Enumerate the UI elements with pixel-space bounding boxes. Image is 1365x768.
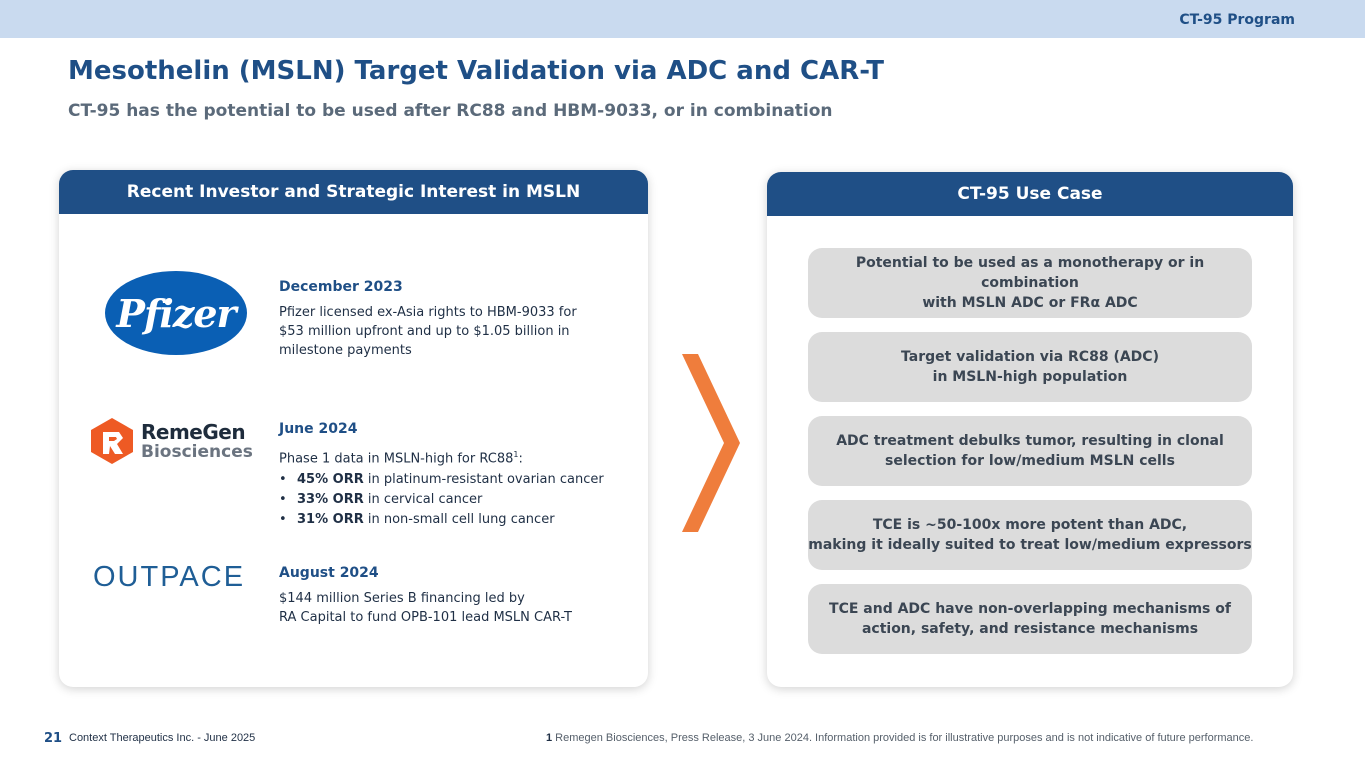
entry-text: Pfizer licensed ex-Asia rights to HBM-90… xyxy=(279,305,577,358)
page-title: Mesothelin (MSLN) Target Validation via … xyxy=(68,56,884,86)
use-case-item: ADC treatment debulks tumor, resulting i… xyxy=(808,416,1252,486)
program-tag: CT-95 Program xyxy=(1179,12,1295,28)
use-case-item: TCE is ~50-100x more potent than ADC, ma… xyxy=(808,500,1252,570)
use-case-item: TCE and ADC have non-overlapping mechani… xyxy=(808,584,1252,654)
page-subtitle: CT-95 has the potential to be used after… xyxy=(68,101,833,121)
use-case-item: Target validation via RC88 (ADC) in MSLN… xyxy=(808,332,1252,402)
chevron-right-icon xyxy=(682,354,740,532)
entry-date: December 2023 xyxy=(279,279,403,295)
list-item: 45% ORR in platinum-resistant ovarian ca… xyxy=(279,470,619,490)
use-case-item: Potential to be used as a monotherapy or… xyxy=(808,248,1252,318)
entry-date: June 2024 xyxy=(279,421,358,437)
footnote-text: Remegen Biosciences, Press Release, 3 Ju… xyxy=(552,732,1254,744)
pfizer-logo-text: Pfizer xyxy=(116,290,236,336)
remegen-logo: RemeGen Biosciences xyxy=(89,416,259,468)
remegen-mark-icon xyxy=(91,418,133,464)
list-item: 31% ORR in non-small cell lung cancer xyxy=(279,510,619,530)
investor-interest-header: Recent Investor and Strategic Interest i… xyxy=(59,170,648,214)
entry-date: August 2024 xyxy=(279,565,379,581)
top-banner: CT-95 Program xyxy=(0,0,1365,38)
use-case-card: CT-95 Use Case Potential to be used as a… xyxy=(767,172,1293,687)
pfizer-entry: December 2023 Pfizer licensed ex-Asia ri… xyxy=(279,278,619,360)
entry-text: $144 million Series B financing led by R… xyxy=(279,591,572,625)
page-number: 21 xyxy=(44,731,63,746)
remegen-logo-sub: Biosciences xyxy=(141,442,253,462)
remegen-entry: June 2024 Phase 1 data in MSLN-high for … xyxy=(279,420,619,530)
use-case-header: CT-95 Use Case xyxy=(767,172,1293,216)
outpace-entry: August 2024 $144 million Series B financ… xyxy=(279,564,619,627)
pfizer-logo: Pfizer xyxy=(105,271,247,355)
remegen-logo-name: RemeGen xyxy=(141,420,246,444)
investor-interest-card: Recent Investor and Strategic Interest i… xyxy=(59,170,648,687)
list-item: 33% ORR in cervical cancer xyxy=(279,490,619,510)
orr-bullet-list: 45% ORR in platinum-resistant ovarian ca… xyxy=(279,470,619,530)
entry-text: Phase 1 data in MSLN-high for RC881: xyxy=(279,450,523,467)
footer-company: Context Therapeutics Inc. - June 2025 xyxy=(69,732,256,744)
footnote: 1 Remegen Biosciences, Press Release, 3 … xyxy=(546,732,1253,744)
outpace-logo: OUTPACE xyxy=(93,561,246,593)
footnote-number: 1 xyxy=(546,732,553,744)
